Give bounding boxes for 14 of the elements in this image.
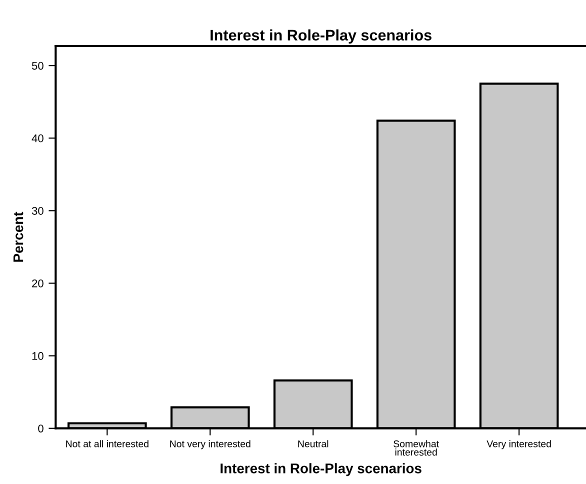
y-tick-label: 0 — [38, 424, 44, 432]
y-tick-label: 10 — [32, 352, 44, 360]
x-tick-label: Very interested — [486, 440, 551, 450]
x-tick-label: Not very interested — [170, 440, 250, 450]
y-axis-title: Percent — [14, 212, 24, 262]
y-tick-label: 50 — [32, 62, 44, 70]
x-tick-label: Not at all interested — [66, 440, 148, 448]
chart-title: Interest in Role-Play scenarios — [210, 29, 432, 44]
y-tick-label: 40 — [32, 134, 44, 142]
x-axis-title: Interest in Role-Play scenarios — [220, 463, 422, 476]
y-tick-label: 20 — [32, 280, 44, 288]
y-tick-label: 30 — [32, 206, 44, 215]
x-tick-label: Somewhat interested — [394, 440, 439, 456]
x-tick-label: Neutral — [298, 440, 328, 448]
